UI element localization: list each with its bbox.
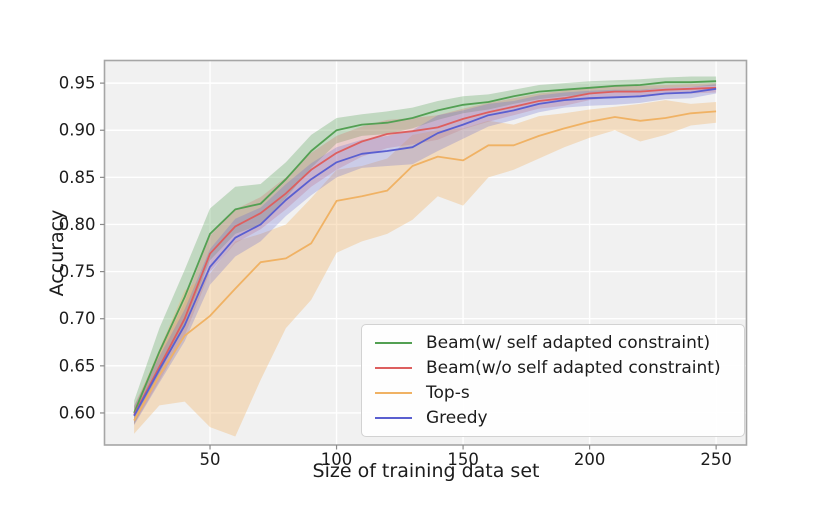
y-tick-label: 0.95 — [59, 74, 96, 93]
legend-label: Greedy — [426, 408, 488, 429]
legend-label: Beam(w/ self adapted constraint) — [426, 332, 711, 353]
legend-line-sample — [375, 341, 412, 344]
x-axis-label: Size of training data set — [312, 460, 540, 482]
x-tick-label: 250 — [700, 450, 732, 469]
legend-line-sample — [375, 366, 412, 369]
y-tick-label: 0.70 — [59, 309, 96, 328]
y-tick-label: 0.85 — [59, 168, 96, 187]
series-line — [133, 110, 717, 421]
legend-item: Top-s — [375, 381, 738, 406]
series-line — [133, 86, 717, 416]
series-band — [134, 100, 717, 437]
x-tick-label: 50 — [200, 450, 221, 469]
axes-frame — [103, 59, 748, 446]
legend-item: Greedy — [375, 406, 738, 431]
legend-label: Beam(w/o self adapted constraint) — [426, 357, 721, 378]
legend: Beam(w/ self adapted constraint) Beam(w/o… — [361, 324, 745, 437]
x-tick-label: 100 — [321, 450, 353, 469]
y-tick-label: 0.90 — [59, 121, 96, 140]
y-tick-label: 0.80 — [59, 215, 96, 234]
legend-label: Top-s — [426, 383, 470, 404]
series-band — [134, 84, 717, 426]
legend-item: Beam(w/ self adapted constraint) — [375, 330, 738, 355]
legend-line-sample — [375, 417, 412, 420]
y-axis-label: Accuracy — [46, 209, 68, 297]
series-line — [133, 80, 717, 414]
legend-item: Beam(w/o self adapted constraint) — [375, 355, 738, 380]
y-tick-label: 0.60 — [59, 403, 96, 422]
y-tick-label: 0.65 — [59, 356, 96, 375]
x-tick-label: 150 — [447, 450, 479, 469]
legend-line-sample — [375, 392, 412, 395]
x-tick-label: 200 — [574, 450, 606, 469]
y-tick-label: 0.75 — [59, 262, 96, 281]
series-line — [133, 87, 717, 417]
